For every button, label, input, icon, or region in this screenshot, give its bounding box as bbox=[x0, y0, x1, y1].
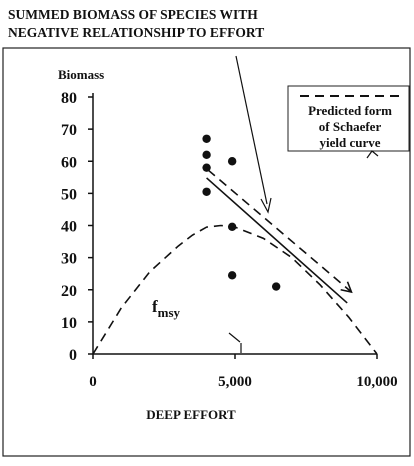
legend-text: Predicted form bbox=[308, 103, 392, 118]
x-tick-label: 5,000 bbox=[218, 374, 252, 390]
point bbox=[202, 134, 211, 143]
chart-title: NEGATIVE RELATIONSHIP TO EFFORT bbox=[8, 25, 264, 40]
legend-pointer bbox=[366, 150, 379, 159]
y-tick-label: 80 bbox=[61, 90, 77, 107]
legend-text: yield curve bbox=[319, 135, 380, 150]
y-tick-label: 70 bbox=[61, 122, 77, 139]
y-tick-label: 40 bbox=[61, 219, 77, 236]
y-tick-label: 20 bbox=[61, 283, 77, 300]
legend-text: of Schaefer bbox=[319, 119, 382, 134]
line bbox=[207, 169, 352, 293]
y-tick-label: 60 bbox=[61, 154, 77, 171]
fmsy-label: fmsy bbox=[152, 297, 181, 320]
point bbox=[271, 282, 281, 291]
y-tick-label: 10 bbox=[61, 315, 77, 332]
point bbox=[227, 271, 237, 280]
y-tick-label: 0 bbox=[69, 347, 77, 364]
frame bbox=[2, 47, 411, 457]
x-tick-label: 0 bbox=[89, 374, 97, 390]
point bbox=[202, 187, 211, 196]
point bbox=[202, 150, 211, 160]
point bbox=[202, 163, 211, 172]
arrow-head bbox=[260, 197, 272, 214]
fmsy-pointer bbox=[228, 332, 241, 343]
annotation-arrow bbox=[235, 55, 268, 205]
line bbox=[92, 224, 378, 355]
y-tick-label: 50 bbox=[61, 186, 77, 203]
arrow-head bbox=[340, 281, 353, 294]
y-axis-label: Biomass bbox=[58, 67, 104, 82]
line bbox=[206, 177, 348, 304]
y-tick-label: 30 bbox=[61, 251, 77, 268]
x-axis-label: DEEP EFFORT bbox=[146, 407, 236, 422]
point bbox=[227, 157, 237, 166]
chart-title: SUMMED BIOMASS OF SPECIES WITH bbox=[8, 7, 258, 22]
point bbox=[227, 222, 237, 231]
x-tick-label: 10,000 bbox=[356, 374, 397, 390]
